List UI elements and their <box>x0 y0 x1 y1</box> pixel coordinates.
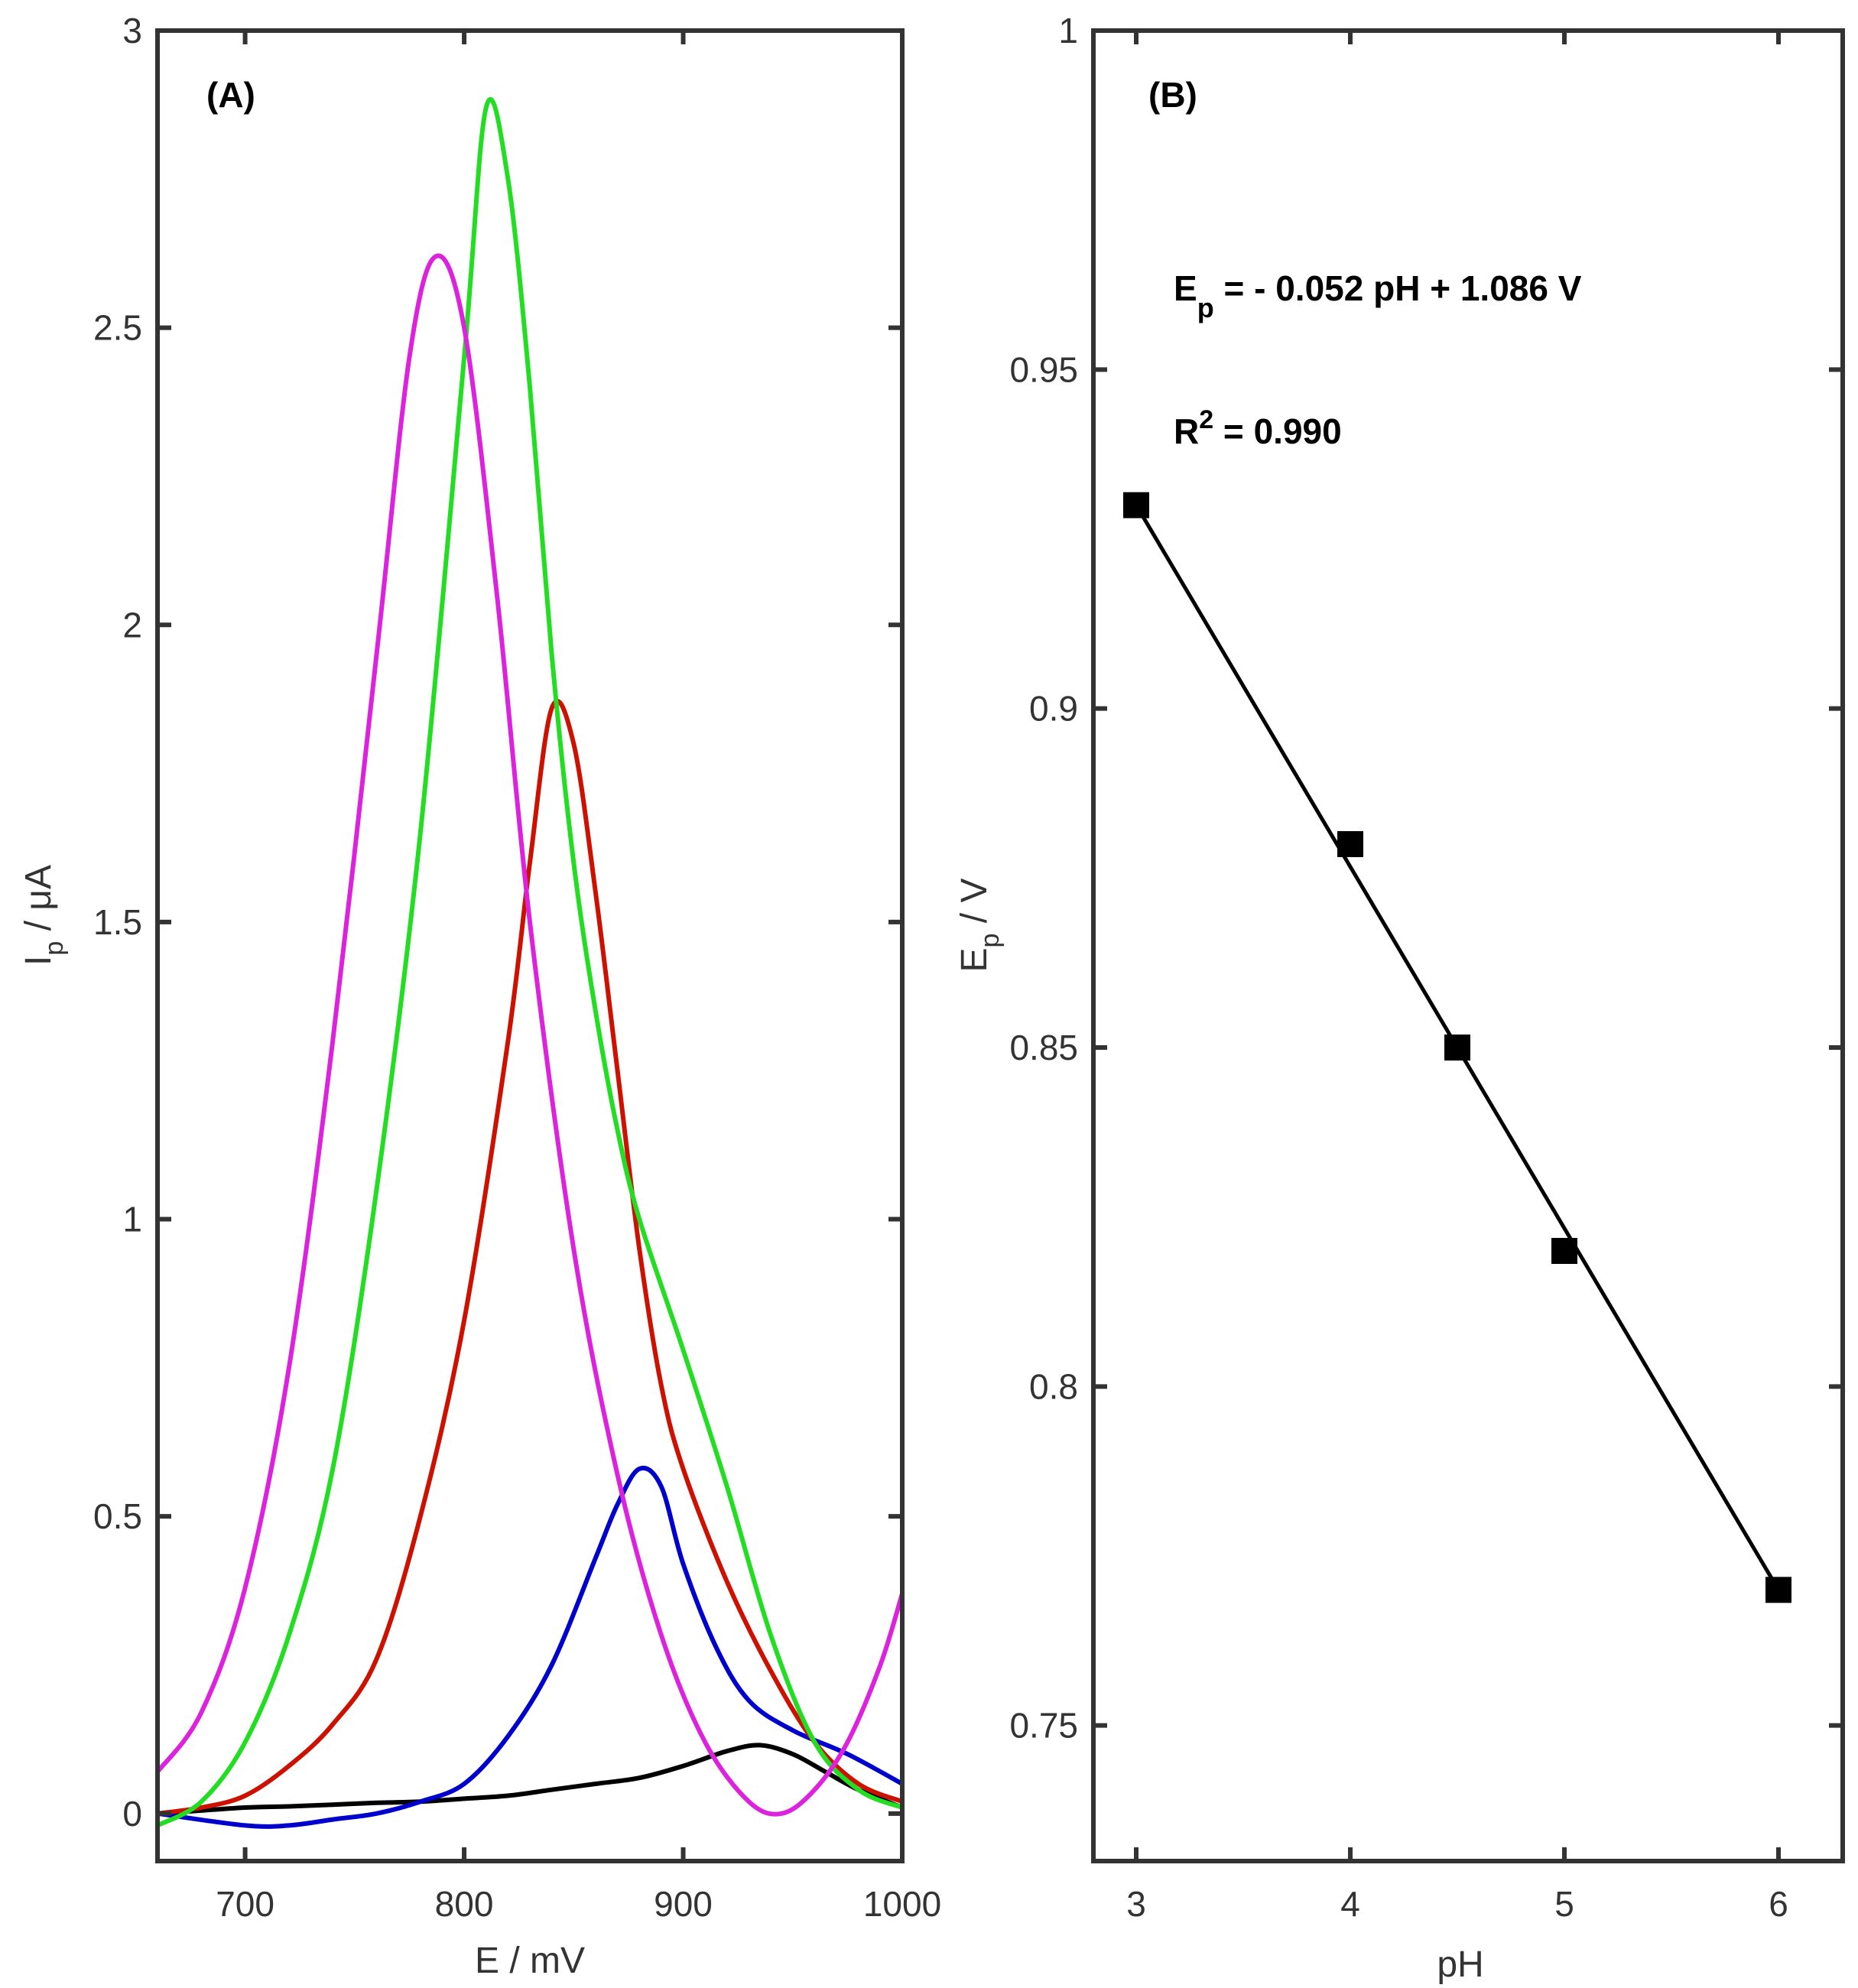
panel-a-xtick-label: 700 <box>216 1884 274 1924</box>
panel-a-chart: 700 800 900 1000 0 0.5 1 1.5 2 2.5 3 (A) E / mV Ip… <box>18 11 941 1981</box>
panel-a-ytick-label: 1 <box>122 1200 142 1239</box>
panel-b-ytick-label: 0.95 <box>1009 349 1078 389</box>
panel-b-r2-main: R <box>1174 411 1199 451</box>
panel-a-ylabel-sub: p <box>40 941 69 956</box>
panel-a-ytick-label: 1.5 <box>93 902 142 942</box>
panel-b-chart: 3 4 5 6 0.75 0.8 0.85 0.9 0.95 1 (B) pH Ep / V Ep… <box>954 11 1845 1985</box>
panel-a-label: (A) <box>206 75 255 115</box>
panel-a-xtick-label: 1000 <box>863 1884 941 1924</box>
panel-b-ylabel-rest: / V <box>954 879 995 934</box>
panel-a-ylabel: Ip / μA <box>18 865 69 966</box>
panel-a-curves <box>155 97 905 1829</box>
panel-b-xtick-label: 3 <box>1126 1884 1146 1924</box>
panel-b-ytick-label: 1 <box>1058 11 1078 50</box>
panel-b-frame <box>1091 28 1845 1863</box>
panel-a-series-5-line <box>155 253 905 1817</box>
panel-b-data-point <box>1765 1577 1791 1603</box>
panel-a-xtick-label: 900 <box>654 1884 713 1924</box>
panel-b-data-point <box>1123 492 1149 518</box>
panel-a-ytick-label: 2 <box>122 605 142 645</box>
panel-b-data-point <box>1444 1035 1470 1061</box>
panel-a-series-4-line <box>156 97 904 1828</box>
panel-a-series-1-line <box>157 1743 904 1816</box>
panel-b-ylabel-main: E <box>954 947 995 972</box>
panel-a-series-2-line <box>157 1466 904 1829</box>
panel-b-label: (B) <box>1148 75 1197 115</box>
panel-b-r2-rest: = 0.990 <box>1213 411 1342 451</box>
panel-a-xtick-label: 800 <box>435 1884 494 1924</box>
panel-a-xlabel: E / mV <box>475 1941 585 1981</box>
panel-a-ytick-label: 0 <box>122 1794 142 1834</box>
panel-b-equation-sub: p <box>1197 292 1214 323</box>
panel-b-markers <box>1123 492 1791 1603</box>
panel-b-equation-rest: = - 0.052 pH + 1.086 V <box>1214 268 1582 308</box>
panel-a-ytick-label: 3 <box>122 11 142 50</box>
panel-b-ytick-label: 0.9 <box>1029 689 1078 729</box>
panel-a-series-3-line <box>157 698 904 1816</box>
panel-b-data-point <box>1551 1238 1577 1264</box>
panel-a-tick-labels: 700 800 900 1000 0 0.5 1 1.5 2 2.5 3 <box>93 11 941 1924</box>
panel-b-r2: R2 = 0.990 <box>1174 405 1342 451</box>
panel-b-r2-sup: 2 <box>1199 405 1213 434</box>
panel-a-ytick-label: 2.5 <box>93 308 142 348</box>
panel-b-ytick-label: 0.85 <box>1009 1028 1078 1067</box>
panel-a-ylabel-main: I <box>18 956 59 966</box>
panel-a-ylabel-rest: / μA <box>18 865 59 941</box>
panel-b-xtick-label: 5 <box>1554 1884 1574 1924</box>
panel-b-ylabel: Ep / V <box>954 879 1005 973</box>
panel-b-data-point <box>1337 831 1363 857</box>
panel-a-ytick-label: 0.5 <box>93 1496 142 1536</box>
panel-a-frame <box>155 28 905 1863</box>
panel-b-equation: Ep = - 0.052 pH + 1.086 V <box>1174 268 1582 323</box>
panel-b-tick-labels: 3 4 5 6 0.75 0.8 0.85 0.9 0.95 1 <box>1009 11 1788 1924</box>
panel-b-ylabel-sub: p <box>976 934 1005 948</box>
panel-b-xlabel: pH <box>1437 1944 1483 1985</box>
panel-b-ytick-label: 0.8 <box>1029 1366 1078 1406</box>
panel-b-ytick-label: 0.75 <box>1009 1706 1078 1746</box>
panel-b-equation-main: E <box>1174 268 1197 308</box>
panel-b-xtick-label: 6 <box>1769 1884 1788 1924</box>
panel-b-xtick-label: 4 <box>1340 1884 1360 1924</box>
